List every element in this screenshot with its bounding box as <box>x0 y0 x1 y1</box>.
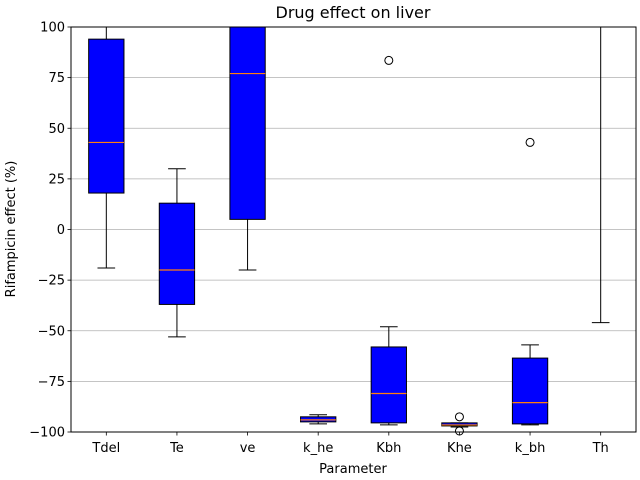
box-ve <box>229 26 266 271</box>
x-tick-label-kbh: Kbh <box>376 441 401 456</box>
iqr-box <box>88 38 125 194</box>
x-tick-label-tdel: Tdel <box>91 441 120 456</box>
outlier-point <box>454 412 464 422</box>
y-tick-label: 0 <box>57 223 65 238</box>
y-axis-label: Rifampicin effect (%) <box>4 161 19 298</box>
y-tick-label: 100 <box>40 21 65 36</box>
iqr-box <box>370 346 407 424</box>
x-axis-label: Parameter <box>319 462 387 477</box>
axis-ticks: −100 −75 −50 −25 0 25 50 75 100 Tdel Te ve k_he Kbh Kh… <box>29 21 609 457</box>
box-te <box>158 168 196 338</box>
y-tick-label: −50 <box>38 324 65 339</box>
y-tick-label: −100 <box>29 426 65 441</box>
box-th <box>591 27 610 324</box>
y-tick-label: 25 <box>48 172 65 187</box>
box-k-he <box>300 414 337 425</box>
box-kbh <box>370 55 407 426</box>
y-tick-label: −25 <box>38 274 65 289</box>
boxes <box>88 26 610 436</box>
y-tick-label: −75 <box>38 375 65 390</box>
y-tick-label: 75 <box>48 71 65 86</box>
x-tick-label-k-he: k_he <box>303 441 333 456</box>
box-k-bh <box>511 137 549 426</box>
x-tick-label-k-bh: k_bh <box>515 441 546 456</box>
x-tick-label-ve: ve <box>240 441 256 456</box>
x-tick-label-th: Th <box>592 441 609 456</box>
x-tick-label-khe: Khe <box>447 441 472 456</box>
iqr-box <box>229 26 266 220</box>
outlier-point <box>384 55 394 65</box>
chart-title: Drug effect on liver <box>276 3 431 22</box>
iqr-box <box>511 357 549 425</box>
x-tick-label-te: Te <box>169 441 184 456</box>
y-tick-label: 50 <box>48 122 65 137</box>
outlier-point <box>525 137 535 147</box>
gridlines <box>71 26 636 433</box>
box-tdel <box>88 27 125 269</box>
iqr-box <box>158 202 196 305</box>
